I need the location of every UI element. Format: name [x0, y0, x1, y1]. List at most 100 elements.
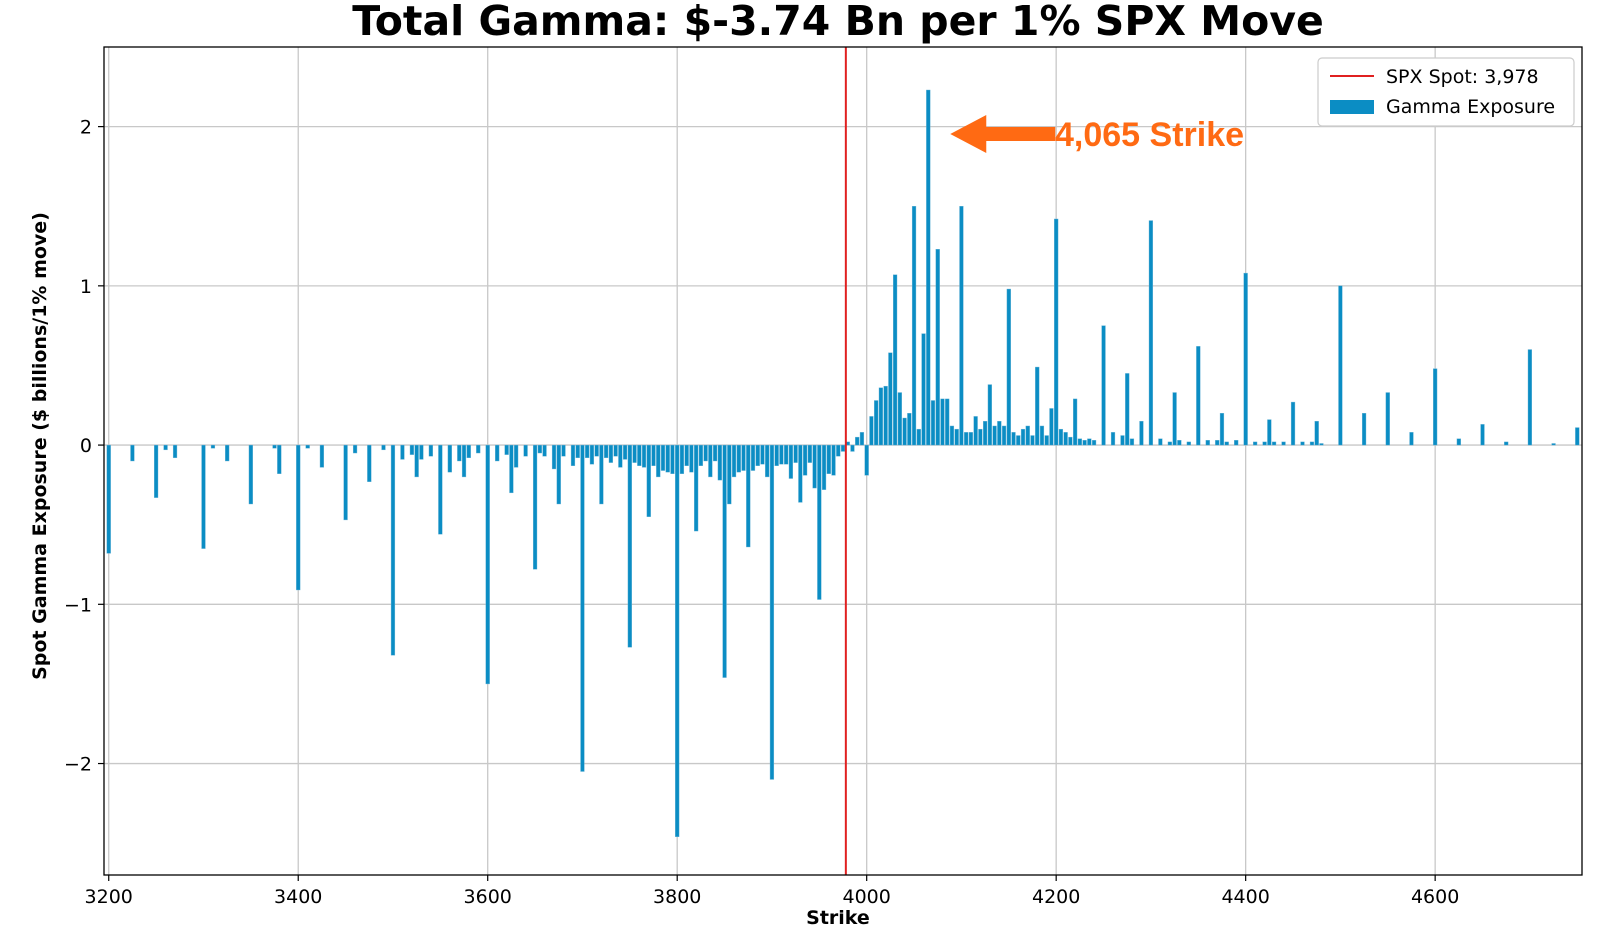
gamma-bar [883, 385, 888, 446]
gamma-bar [1020, 428, 1026, 446]
gamma-bar [305, 444, 310, 449]
gamma-bar [476, 444, 481, 454]
gamma-bar [637, 444, 642, 466]
gamma-bar [935, 249, 940, 446]
gamma-bar [428, 444, 433, 457]
gamma-bar [959, 206, 964, 446]
gamma-bar [798, 444, 803, 503]
gamma-bar [911, 206, 917, 446]
gamma-bar [1290, 401, 1296, 446]
gamma-bar [874, 400, 879, 446]
gamma-bar [319, 444, 325, 468]
gamma-bar [613, 444, 618, 457]
gamma-bar [130, 444, 135, 462]
gamma-bar [1158, 438, 1163, 446]
gamma-bar [713, 444, 718, 462]
gamma-bar [926, 89, 931, 446]
gamma-bar [1234, 440, 1239, 446]
gamma-bar [542, 444, 547, 457]
gamma-bar [1224, 441, 1229, 446]
gamma-bar [703, 444, 708, 462]
legend-gamma-swatch [1330, 100, 1374, 114]
gamma-bar [1480, 424, 1485, 446]
gamma-bar [514, 444, 519, 468]
gamma-bar [750, 444, 756, 471]
gamma-bar [248, 444, 253, 505]
plot-frame [103, 46, 1583, 876]
gamma-bar [1110, 432, 1116, 446]
gamma-bar [694, 444, 699, 532]
gamma-bar [855, 436, 860, 446]
x-tick-label: 3600 [464, 886, 512, 908]
gamma-bar [930, 400, 936, 446]
gamma-bar [390, 444, 396, 656]
gamma-bar [1035, 366, 1040, 446]
gamma-bar [954, 428, 959, 446]
gamma-bar [1016, 435, 1021, 446]
y-tick-label: −2 [64, 754, 92, 776]
gamma-bar [632, 444, 637, 463]
gamma-bar [651, 444, 656, 466]
gamma-bar [1148, 220, 1154, 446]
gamma-bar [983, 420, 988, 446]
x-tick-label: 4400 [1221, 886, 1269, 908]
gamma-bar [1172, 392, 1177, 446]
gamma-bar [1361, 413, 1367, 446]
gamma-bar [902, 417, 907, 446]
x-tick-label: 3800 [653, 886, 701, 908]
gamma-bar [414, 444, 419, 478]
gamma-bar [765, 444, 770, 478]
gamma-bar [864, 444, 869, 476]
gamma-bar [1409, 432, 1414, 446]
gamma-bar [1101, 325, 1106, 446]
gamma-bar [717, 444, 722, 481]
gamma-bar [656, 444, 661, 478]
bar-layer [106, 89, 1580, 837]
gamma-bar [580, 444, 585, 772]
gamma-bar [803, 444, 808, 476]
gamma-bar [163, 444, 168, 451]
gamma-bar [722, 444, 727, 678]
gamma-bar [585, 444, 590, 459]
gamma-bar [537, 444, 542, 454]
gamma-bar [504, 444, 509, 455]
gamma-bar [1001, 425, 1007, 446]
gamma-bar [1309, 441, 1315, 446]
gamma-bar [225, 444, 230, 462]
gamma-bar [916, 428, 921, 446]
gamma-bar [1054, 218, 1059, 446]
gamma-bar [779, 444, 784, 465]
chart-title: Total Gamma: $-3.74 Bn per 1% SPX Move [352, 0, 1324, 45]
gamma-bar [495, 444, 500, 462]
gamma-bar [296, 444, 301, 591]
gamma-bar [741, 444, 746, 471]
gamma-bar [992, 425, 997, 446]
gamma-bar [461, 444, 467, 478]
x-tick-label: 4000 [843, 886, 891, 908]
gamma-bar [201, 444, 206, 549]
gamma-bar [1243, 272, 1248, 446]
y-tick-label: 1 [80, 276, 92, 298]
gamma-bar [1281, 441, 1286, 446]
gamma-bar [1091, 440, 1097, 446]
gamma-bar [154, 444, 159, 498]
gamma-bar [921, 333, 926, 446]
gamma-bar [419, 444, 424, 460]
gamma-bar [409, 444, 415, 455]
gamma-bar [1063, 432, 1068, 446]
annotation-arrow-icon [950, 115, 1056, 153]
gamma-bar [343, 444, 348, 521]
gamma-bar [893, 274, 898, 446]
gamma-bar [646, 444, 651, 517]
gamma-bar [859, 432, 865, 446]
legend-box [1317, 57, 1575, 127]
gamma-bar [1073, 398, 1078, 446]
gamma-bar [831, 444, 836, 476]
gamma-bar [1271, 441, 1277, 446]
gamma-bar [812, 444, 817, 489]
gamma-bar [987, 384, 992, 446]
gamma-bar [1167, 441, 1172, 446]
legend-spot-label: SPX Spot: 3,978 [1386, 66, 1539, 88]
x-tick-label: 4200 [1032, 886, 1080, 908]
gamma-bar [1253, 441, 1258, 446]
